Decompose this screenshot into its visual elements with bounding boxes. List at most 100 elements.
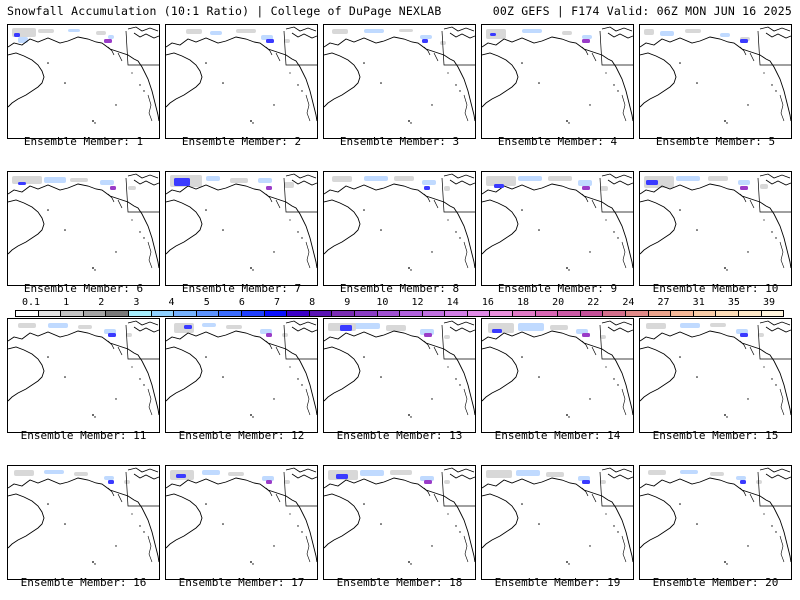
ensemble-member-caption: Ensemble Member: 16	[20, 576, 147, 589]
heavy-snowfall-area	[582, 39, 590, 43]
snowfall-area	[738, 180, 750, 185]
snowfall-area	[680, 323, 700, 328]
colorbar-segment	[151, 311, 175, 316]
ensemble-member-caption: Ensemble Member: 15	[652, 429, 779, 442]
heavy-snowfall-area	[176, 474, 186, 478]
snowfall-area	[386, 325, 406, 331]
heavy-snowfall-area	[494, 184, 504, 188]
snowfall-map	[640, 467, 791, 565]
heavy-snowfall-area	[646, 180, 658, 185]
snowfall-area	[578, 180, 592, 186]
heavy-snowfall-area	[104, 39, 112, 43]
snowfall-area	[186, 29, 202, 34]
snowfall-area	[710, 472, 724, 476]
snowfall-area	[38, 29, 54, 33]
heavy-snowfall-area	[108, 333, 116, 337]
snowfall-area	[550, 325, 568, 330]
map-title: Snowfall Accumulation (10:1 Ratio) | Col…	[7, 4, 442, 18]
ensemble-member-panel	[165, 318, 318, 433]
snowfall-area	[486, 470, 512, 478]
colorbar-tick-label: 1	[63, 297, 70, 308]
snowfall-area	[548, 176, 572, 181]
snowfall-map	[166, 173, 317, 271]
ensemble-member-caption: Ensemble Member: 10	[652, 282, 779, 295]
colorbar-tick-label: 39	[762, 297, 776, 308]
colorbar-tick-label: 12	[411, 297, 424, 308]
colorbar-segment	[580, 311, 604, 316]
snowfall-area	[444, 480, 450, 484]
snowfall-area	[126, 333, 132, 337]
heavy-snowfall-area	[14, 33, 20, 37]
ensemble-member-caption: Ensemble Member: 13	[336, 429, 463, 442]
snowfall-area	[100, 180, 114, 185]
ensemble-member-caption: Ensemble Member: 19	[494, 576, 621, 589]
heavy-snowfall-area	[740, 39, 748, 43]
snowfall-area	[18, 323, 36, 328]
ensemble-member-panel	[323, 465, 476, 580]
snowfall-map	[482, 26, 633, 124]
heavy-snowfall-area	[490, 33, 496, 36]
snowfall-map	[640, 320, 791, 418]
snowfall-area	[260, 329, 272, 334]
snowfall-area	[708, 176, 728, 181]
ensemble-member-panel	[481, 24, 634, 139]
ensemble-member-panel	[481, 318, 634, 433]
colorbar-segment	[716, 311, 739, 316]
colorbar-segment	[16, 311, 39, 316]
snowfall-area	[261, 35, 273, 40]
colorbar-segment	[445, 311, 468, 316]
snowfall-colorbar	[15, 310, 784, 317]
heavy-snowfall-area	[740, 333, 748, 337]
heavy-snowfall-area	[424, 186, 430, 190]
heavy-snowfall-area	[424, 480, 432, 484]
colorbar-segment	[648, 311, 672, 316]
colorbar-segment	[174, 311, 197, 316]
colorbar-segment	[332, 311, 355, 316]
snowfall-area	[128, 186, 136, 190]
colorbar-segment	[739, 311, 762, 316]
colorbar-segment	[264, 311, 288, 316]
colorbar-tick-label: 18	[516, 297, 530, 308]
snowfall-area	[230, 178, 248, 183]
ensemble-member-caption: Ensemble Member: 20	[652, 576, 779, 589]
colorbar-segment	[128, 311, 152, 316]
snowfall-area	[660, 31, 674, 36]
heavy-snowfall-area	[110, 186, 116, 190]
heavy-snowfall-area	[422, 39, 428, 43]
snowfall-area	[124, 480, 130, 484]
snowfall-area	[354, 323, 380, 329]
colorbar-tick-label: 35	[727, 297, 740, 308]
snowfall-area	[518, 176, 542, 181]
snowfall-area	[12, 176, 42, 184]
ensemble-member-panel	[165, 24, 318, 139]
snowfall-area	[646, 323, 666, 329]
heavy-snowfall-area	[108, 480, 114, 484]
heavy-snowfall-area	[340, 325, 352, 331]
colorbar-segment	[626, 311, 649, 316]
snowfall-area	[422, 180, 436, 185]
ensemble-member-caption: Ensemble Member: 7	[181, 282, 302, 295]
ensemble-member-caption: Ensemble Member: 3	[339, 135, 460, 148]
colorbar-tick-label: 3	[133, 297, 140, 308]
snowfall-area	[600, 186, 608, 191]
snowfall-area	[284, 39, 290, 43]
snowfall-map	[324, 320, 475, 418]
snowfall-area	[206, 176, 220, 181]
ensemble-member-panel	[639, 465, 792, 580]
colorbar-segment	[219, 311, 242, 316]
colorbar-segment	[467, 311, 491, 316]
snowfall-area	[394, 176, 414, 181]
colorbar-segment	[400, 311, 423, 316]
snowfall-area	[226, 325, 242, 329]
snowfall-map	[8, 173, 159, 271]
heavy-snowfall-area	[582, 333, 590, 337]
colorbar-segment	[287, 311, 310, 316]
ensemble-member-panel	[7, 318, 160, 433]
snowfall-area	[202, 323, 216, 327]
valid-time-label: 00Z GEFS | F174 Valid: 06Z MON JUN 16 20…	[492, 4, 792, 18]
colorbar-segment	[61, 311, 84, 316]
colorbar-tick-label: 9	[344, 297, 351, 308]
ensemble-member-panel	[323, 318, 476, 433]
snowfall-map	[324, 26, 475, 124]
snowfall-area	[516, 470, 540, 476]
